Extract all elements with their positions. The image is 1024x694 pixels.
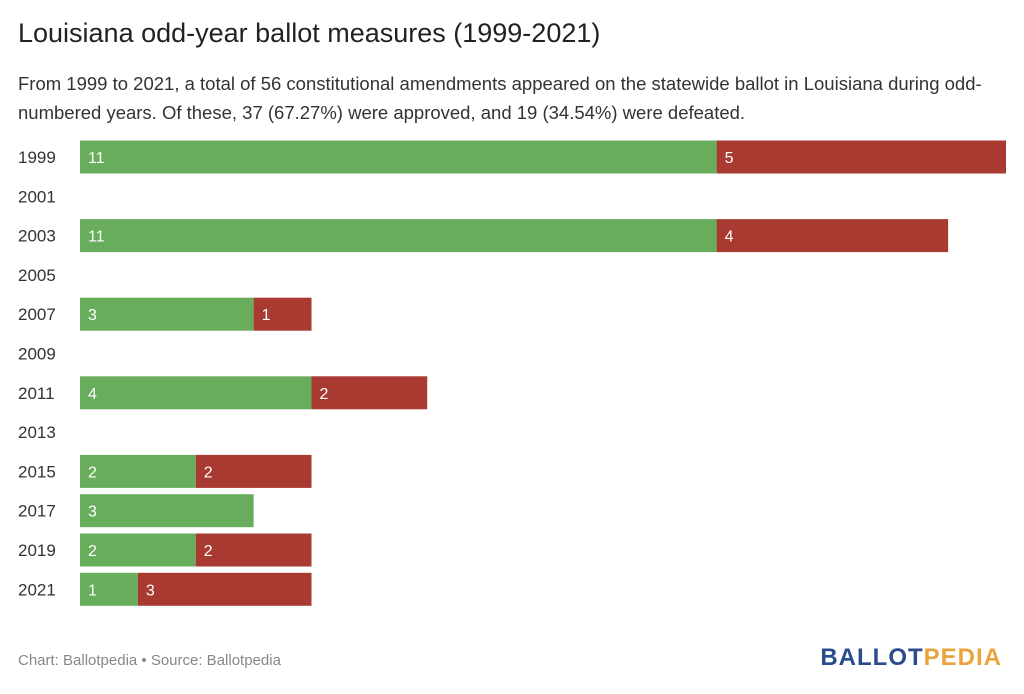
data-label-1999-series-2: 5 (725, 150, 734, 167)
data-label-2011-series-2: 2 (320, 386, 329, 403)
bar-2011-series-2[interactable] (311, 376, 428, 410)
data-label-2015-series-2: 2 (204, 464, 213, 481)
category-label-2015: 2015 (18, 462, 56, 481)
bar-2015-series-2[interactable] (195, 454, 312, 488)
category-label-2001: 2001 (18, 187, 56, 206)
category-label-2009: 2009 (18, 345, 56, 364)
bar-2011-series-1[interactable] (80, 376, 312, 410)
bar-2021-series-1[interactable] (80, 572, 138, 606)
data-label-2003-series-1: 11 (88, 229, 105, 246)
bar-1999-series-2[interactable] (716, 140, 1006, 174)
category-label-2011: 2011 (18, 384, 55, 403)
bar-2017-series-1[interactable] (80, 494, 254, 528)
data-label-2015-series-1: 2 (88, 464, 97, 481)
bar-2021-series-2[interactable] (137, 572, 312, 606)
logo-text-ballot: BALLOT (820, 644, 924, 671)
data-label-2019-series-1: 2 (88, 543, 97, 560)
category-label-2017: 2017 (18, 502, 56, 521)
bar-2007-series-1[interactable] (80, 297, 254, 331)
bar-1999-series-1[interactable] (80, 140, 717, 174)
logo-text-pedia: PEDIA (923, 644, 1002, 671)
bar-2003-series-2[interactable] (716, 219, 949, 253)
ballotpedia-logo[interactable]: BALLOTPEDIA (820, 644, 1002, 672)
data-label-1999-series-1: 11 (88, 150, 105, 167)
bar-2015-series-1[interactable] (80, 454, 196, 488)
bar-2003-series-1[interactable] (80, 219, 717, 253)
data-label-2011-series-1: 4 (88, 386, 97, 403)
data-label-2007-series-2: 1 (262, 307, 271, 324)
category-label-2021: 2021 (18, 580, 56, 599)
category-label-2007: 2007 (18, 305, 56, 324)
data-label-2021-series-2: 3 (146, 582, 155, 599)
bar-2007-series-2[interactable] (253, 297, 312, 331)
data-label-2021-series-1: 1 (88, 582, 97, 599)
bar-2019-series-2[interactable] (195, 533, 312, 567)
data-label-2003-series-2: 4 (725, 229, 734, 246)
source-credit: Chart: Ballotpedia • Source: Ballotpedia (18, 652, 281, 669)
category-label-2003: 2003 (18, 227, 56, 246)
category-label-1999: 1999 (18, 148, 56, 167)
data-label-2007-series-1: 3 (88, 307, 97, 324)
category-label-2005: 2005 (18, 266, 56, 285)
bar-2019-series-1[interactable] (80, 533, 196, 567)
chart-title: Louisiana odd-year ballot measures (1999… (18, 18, 601, 48)
data-label-2019-series-2: 2 (204, 543, 213, 560)
category-label-2013: 2013 (18, 423, 56, 442)
data-label-2017-series-1: 3 (88, 504, 97, 521)
category-label-2019: 2019 (18, 541, 56, 560)
chart-subtitle: From 1999 to 2021, a total of 56 constit… (18, 73, 982, 123)
